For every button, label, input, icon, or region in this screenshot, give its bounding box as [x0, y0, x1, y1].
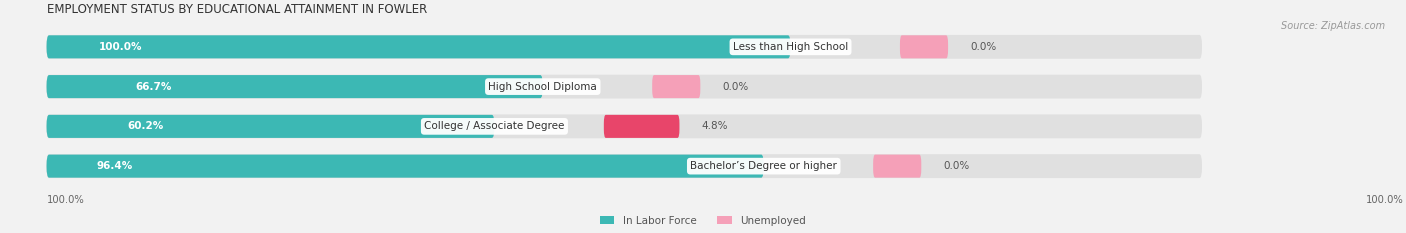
Text: 0.0%: 0.0% — [943, 161, 969, 171]
FancyBboxPatch shape — [46, 114, 1202, 138]
FancyBboxPatch shape — [873, 155, 921, 178]
Text: 0.0%: 0.0% — [970, 42, 997, 52]
Text: EMPLOYMENT STATUS BY EDUCATIONAL ATTAINMENT IN FOWLER: EMPLOYMENT STATUS BY EDUCATIONAL ATTAINM… — [46, 3, 427, 16]
Text: College / Associate Degree: College / Associate Degree — [425, 121, 565, 131]
Text: 100.0%: 100.0% — [1365, 195, 1403, 205]
Text: 60.2%: 60.2% — [127, 121, 163, 131]
Text: 4.8%: 4.8% — [702, 121, 728, 131]
Text: Source: ZipAtlas.com: Source: ZipAtlas.com — [1281, 21, 1385, 31]
FancyBboxPatch shape — [46, 115, 495, 138]
FancyBboxPatch shape — [46, 155, 763, 178]
Text: 100.0%: 100.0% — [46, 195, 84, 205]
Text: 96.4%: 96.4% — [97, 161, 134, 171]
Legend: In Labor Force, Unemployed: In Labor Force, Unemployed — [596, 211, 810, 230]
Text: Bachelor’s Degree or higher: Bachelor’s Degree or higher — [690, 161, 837, 171]
FancyBboxPatch shape — [603, 115, 679, 138]
FancyBboxPatch shape — [652, 75, 700, 98]
Text: 100.0%: 100.0% — [98, 42, 142, 52]
FancyBboxPatch shape — [46, 35, 1202, 59]
Text: 0.0%: 0.0% — [723, 82, 748, 92]
Text: Less than High School: Less than High School — [733, 42, 848, 52]
FancyBboxPatch shape — [46, 154, 1202, 178]
FancyBboxPatch shape — [46, 75, 543, 98]
Text: 66.7%: 66.7% — [136, 82, 173, 92]
FancyBboxPatch shape — [46, 75, 1202, 99]
FancyBboxPatch shape — [46, 35, 790, 58]
Text: High School Diploma: High School Diploma — [488, 82, 598, 92]
FancyBboxPatch shape — [900, 35, 948, 58]
